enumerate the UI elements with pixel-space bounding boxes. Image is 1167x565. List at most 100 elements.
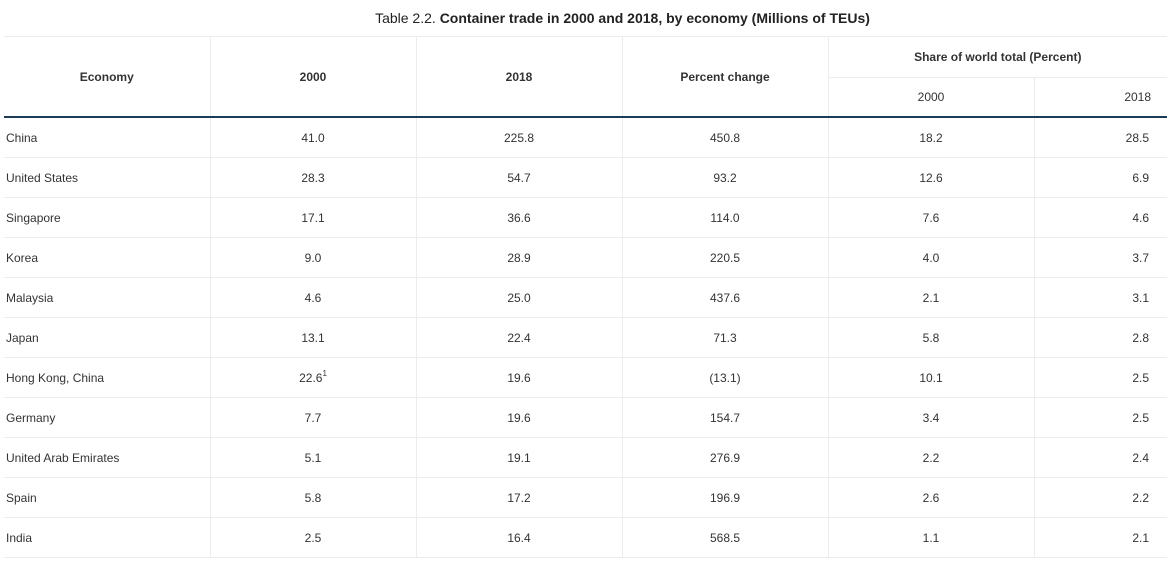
cell-2000: 5.8 — [210, 477, 417, 518]
cell-2000-value: 4.6 — [304, 290, 322, 305]
cell-percent-change-value: 568.5 — [709, 530, 741, 545]
cell-share-2000-value: 12.6 — [919, 170, 943, 185]
cell-share-2000-value: 3.4 — [922, 410, 940, 425]
cell-2018-value: 36.6 — [507, 210, 531, 225]
cell-2018-value: 19.6 — [507, 410, 531, 425]
cell-2018: 28.9 — [416, 237, 623, 278]
cell-share-2000: 18.2 — [828, 117, 1035, 158]
cell-percent-change: 437.6 — [622, 277, 829, 318]
cell-percent-change-value: 196.9 — [709, 490, 741, 505]
cell-percent-change: (13.1) — [622, 357, 829, 398]
cell-2018: 225.8 — [416, 117, 623, 158]
cell-share-2018-value: 2.5 — [1132, 370, 1150, 385]
cell-2018: 22.4 — [416, 317, 623, 358]
cell-economy-value: Spain — [6, 490, 37, 505]
cell-2000: 9.0 — [210, 237, 417, 278]
cell-share-2000-value: 2.1 — [922, 290, 940, 305]
cell-share-2018: 6.9 — [1034, 157, 1167, 198]
cell-2018: 19.6 — [416, 357, 623, 398]
cell-economy: India — [4, 517, 211, 558]
cell-economy: Germany — [4, 397, 211, 438]
cell-economy: Hong Kong, China — [4, 357, 211, 398]
cell-share-2018: 2.5 — [1034, 397, 1167, 438]
cell-2000: 28.3 — [210, 157, 417, 198]
cell-share-2018: 3.1 — [1034, 277, 1167, 318]
cell-share-2018: 3.7 — [1034, 237, 1167, 278]
cell-share-2000: 12.6 — [828, 157, 1035, 198]
cell-2018-value: 225.8 — [503, 130, 535, 145]
header-2000: 2000 — [210, 36, 417, 117]
cell-2000-value: 9.0 — [304, 250, 322, 265]
table-row: Korea 9.0 28.9 220.5 4.0 3.7 — [4, 237, 1167, 278]
cell-percent-change: 450.8 — [622, 117, 829, 158]
cell-share-2000-value: 7.6 — [922, 210, 940, 225]
caption-prefix: Table 2.2. — [375, 10, 440, 26]
cell-share-2000: 1.1 — [828, 517, 1035, 558]
table-row: Japan 13.1 22.4 71.3 5.8 2.8 — [4, 317, 1167, 358]
table-header: Economy 2000 2018 Percent change Share o… — [4, 36, 1167, 117]
cell-2000-value: 28.3 — [301, 170, 325, 185]
cell-economy: Japan — [4, 317, 211, 358]
cell-share-2000: 2.2 — [828, 437, 1035, 478]
cell-economy: Korea — [4, 237, 211, 278]
cell-economy-value: United States — [6, 170, 79, 185]
cell-economy: China — [4, 117, 211, 158]
cell-economy: Spain — [4, 477, 211, 518]
cell-percent-change-value: 93.2 — [713, 170, 737, 185]
cell-share-2018-value: 2.2 — [1132, 490, 1150, 505]
cell-2018: 25.0 — [416, 277, 623, 318]
cell-share-2000: 4.0 — [828, 237, 1035, 278]
cell-2000: 41.0 — [210, 117, 417, 158]
cell-economy-value: Singapore — [6, 210, 61, 225]
cell-economy-value: India — [6, 530, 33, 545]
cell-share-2018-value: 2.8 — [1132, 330, 1150, 345]
cell-percent-change-value: 450.8 — [709, 130, 741, 145]
cell-economy-value: Japan — [6, 330, 39, 345]
header-economy: Economy — [4, 36, 211, 117]
caption-title: Container trade in 2000 and 2018, by eco… — [439, 10, 870, 26]
header-share-group: Share of world total (Percent) — [828, 36, 1167, 78]
cell-economy-value: Germany — [6, 410, 56, 425]
cell-2000-value: 5.1 — [304, 450, 322, 465]
cell-2000: 7.7 — [210, 397, 417, 438]
cell-2000-value: 17.1 — [301, 210, 325, 225]
cell-share-2018: 2.5 — [1034, 357, 1167, 398]
cell-share-2000-value: 4.0 — [922, 250, 940, 265]
header-share-2000: 2000 — [828, 77, 1035, 117]
cell-share-2000: 7.6 — [828, 197, 1035, 238]
cell-2000-value: 7.7 — [304, 410, 322, 425]
cell-2018: 36.6 — [416, 197, 623, 238]
table-row: Malaysia 4.6 25.0 437.6 2.1 3.1 — [4, 277, 1167, 318]
cell-percent-change-value: 276.9 — [709, 450, 741, 465]
cell-share-2018: 2.2 — [1034, 477, 1167, 518]
cell-share-2000: 2.1 — [828, 277, 1035, 318]
cell-economy: Singapore — [4, 197, 211, 238]
cell-2018: 19.1 — [416, 437, 623, 478]
cell-share-2000: 5.8 — [828, 317, 1035, 358]
cell-2000: 4.6 — [210, 277, 417, 318]
container-trade-table: Economy 2000 2018 Percent change Share o… — [4, 36, 1167, 558]
cell-economy-value: Hong Kong, China — [6, 370, 105, 385]
cell-share-2000-value: 2.6 — [922, 490, 940, 505]
cell-share-2000-value: 1.1 — [922, 530, 940, 545]
cell-share-2018-value: 3.7 — [1132, 250, 1150, 265]
cell-percent-change-value: 71.3 — [713, 330, 737, 345]
cell-2018: 17.2 — [416, 477, 623, 518]
cell-2000-value: 5.8 — [304, 490, 322, 505]
header-share-2018: 2018 — [1034, 77, 1167, 117]
cell-percent-change-value: 220.5 — [709, 250, 741, 265]
cell-2018: 16.4 — [416, 517, 623, 558]
cell-2000-value: 41.0 — [301, 130, 325, 145]
cell-share-2018-value: 4.6 — [1132, 210, 1150, 225]
cell-percent-change: 93.2 — [622, 157, 829, 198]
cell-percent-change: 196.9 — [622, 477, 829, 518]
table-row: Spain 5.8 17.2 196.9 2.6 2.2 — [4, 477, 1167, 518]
cell-percent-change: 220.5 — [622, 237, 829, 278]
table-row: India 2.5 16.4 568.5 1.1 2.1 — [4, 517, 1167, 558]
cell-2018-value: 22.4 — [507, 330, 531, 345]
header-percent-change: Percent change — [622, 36, 829, 117]
cell-share-2000-value: 18.2 — [919, 130, 943, 145]
cell-share-2000-value: 2.2 — [922, 450, 940, 465]
cell-share-2018: 28.5 — [1034, 117, 1167, 158]
cell-2000-value: 22.6 — [299, 370, 323, 385]
